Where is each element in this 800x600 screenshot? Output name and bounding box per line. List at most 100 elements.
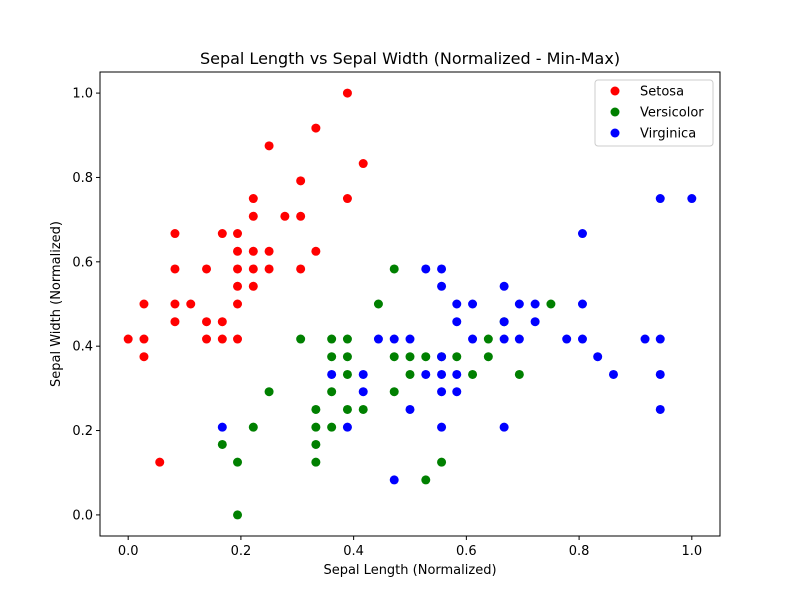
versicolor-point: [342, 404, 352, 414]
virginica-point: [655, 369, 665, 379]
versicolor-point: [389, 264, 399, 274]
setosa-point: [233, 264, 243, 274]
versicolor-point: [233, 510, 243, 520]
versicolor-point: [389, 352, 399, 362]
chart-title: Sepal Length vs Sepal Width (Normalized …: [200, 49, 620, 68]
versicolor-point: [483, 334, 493, 344]
y-tick-label: 0.4: [72, 340, 93, 355]
versicolor-point: [217, 439, 227, 449]
setosa-point: [311, 123, 321, 133]
series-versicolor: [217, 264, 556, 520]
setosa-point: [170, 264, 180, 274]
x-tick-label: 0.8: [569, 544, 590, 559]
virginica-point: [640, 334, 650, 344]
setosa-point: [311, 246, 321, 256]
virginica-point: [468, 334, 478, 344]
virginica-point: [562, 334, 572, 344]
virginica-point: [437, 352, 447, 362]
setosa-point: [139, 352, 149, 362]
versicolor-point: [342, 334, 352, 344]
virginica-point: [577, 334, 587, 344]
x-axis-label: Sepal Length (Normalized): [323, 563, 496, 578]
series-virginica: [217, 194, 697, 485]
x-tick-label: 0.6: [456, 544, 477, 559]
virginica-point: [608, 369, 618, 379]
setosa-point: [264, 141, 274, 151]
versicolor-point: [311, 404, 321, 414]
x-tick-label: 0.2: [231, 544, 252, 559]
x-tick-label: 0.4: [343, 544, 364, 559]
versicolor-point: [311, 422, 321, 432]
versicolor-point: [389, 387, 399, 397]
virginica-point: [687, 194, 697, 204]
versicolor-point: [233, 457, 243, 467]
virginica-point: [217, 422, 227, 432]
virginica-point: [358, 387, 368, 397]
legend-marker-versicolor: [610, 107, 620, 117]
virginica-point: [655, 194, 665, 204]
x-axis: 0.0 0.2 0.4 0.6 0.8 1.0: [118, 536, 702, 559]
setosa-point: [202, 334, 212, 344]
setosa-point: [170, 229, 180, 239]
versicolor-point: [483, 352, 493, 362]
versicolor-point: [327, 352, 337, 362]
versicolor-point: [452, 352, 462, 362]
legend-label-versicolor: Versicolor: [640, 106, 704, 121]
setosa-point: [217, 334, 227, 344]
x-tick-label: 0.0: [118, 544, 139, 559]
virginica-point: [342, 422, 352, 432]
virginica-point: [437, 369, 447, 379]
y-tick-label: 0.8: [72, 171, 93, 186]
setosa-point: [139, 299, 149, 309]
virginica-point: [577, 229, 587, 239]
virginica-point: [514, 334, 524, 344]
versicolor-point: [327, 334, 337, 344]
virginica-point: [421, 264, 431, 274]
virginica-point: [530, 317, 540, 327]
y-tick-label: 0.6: [72, 255, 93, 270]
versicolor-point: [514, 369, 524, 379]
setosa-point: [296, 211, 306, 221]
versicolor-point: [546, 299, 556, 309]
virginica-point: [452, 387, 462, 397]
virginica-point: [373, 334, 383, 344]
versicolor-point: [373, 299, 383, 309]
setosa-point: [248, 264, 258, 274]
versicolor-point: [468, 369, 478, 379]
setosa-point: [248, 211, 258, 221]
versicolor-point: [311, 439, 321, 449]
setosa-point: [139, 334, 149, 344]
versicolor-point: [248, 422, 258, 432]
setosa-point: [233, 229, 243, 239]
setosa-point: [170, 317, 180, 327]
virginica-point: [389, 334, 399, 344]
series-setosa: [123, 88, 368, 467]
y-tick-label: 1.0: [72, 87, 93, 102]
virginica-point: [655, 404, 665, 414]
versicolor-point: [437, 457, 447, 467]
setosa-point: [296, 176, 306, 186]
versicolor-point: [327, 422, 337, 432]
plot-area: [99, 71, 721, 537]
versicolor-point: [296, 334, 306, 344]
versicolor-point: [405, 369, 415, 379]
setosa-point: [264, 246, 274, 256]
setosa-point: [170, 299, 180, 309]
y-tick-label: 0.2: [72, 424, 93, 439]
virginica-point: [499, 422, 509, 432]
setosa-point: [202, 264, 212, 274]
setosa-point: [155, 457, 165, 467]
versicolor-point: [405, 352, 415, 362]
virginica-point: [452, 369, 462, 379]
setosa-point: [248, 194, 258, 204]
y-tick-label: 0.0: [72, 508, 93, 523]
virginica-point: [437, 264, 447, 274]
setosa-point: [342, 194, 352, 204]
versicolor-point: [342, 352, 352, 362]
setosa-point: [233, 334, 243, 344]
virginica-point: [593, 352, 603, 362]
virginica-point: [437, 281, 447, 291]
legend-marker-virginica: [610, 128, 620, 138]
y-axis-label: Sepal Width (Normalized): [49, 221, 64, 387]
